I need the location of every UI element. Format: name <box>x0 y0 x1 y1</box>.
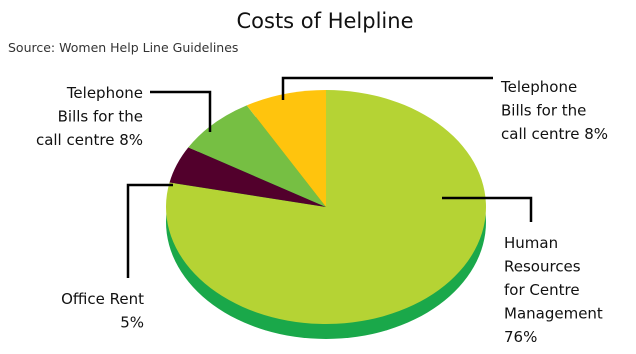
slice-label-line: Telephone <box>500 78 577 96</box>
slice-label-line: Management <box>504 305 603 323</box>
slice-label-1: Office Rent 5% <box>61 290 144 332</box>
slice-label-line: for Centre <box>504 281 580 299</box>
slice-label-line: Human <box>504 234 558 252</box>
slice-label-3: Telephone Bills for the call centre 8% <box>500 78 608 143</box>
slice-label-0: Human Resources for Centre Management 76% <box>504 234 603 346</box>
slice-label-line: 5% <box>120 314 144 332</box>
leader-line-3 <box>281 76 493 100</box>
slice-label-line: 76% <box>504 328 537 346</box>
pie-slices <box>165 90 486 324</box>
slice-label-line: call centre 8% <box>501 125 608 143</box>
chart-title: Costs of Helpline <box>237 9 414 33</box>
leader-line-0 <box>442 196 533 222</box>
leader-line-1 <box>126 183 173 278</box>
slice-label-line: Resources <box>504 258 581 276</box>
slice-label-2: Telephone Bills for the call centre 8% <box>36 84 143 149</box>
pie-slice-3 <box>246 90 326 207</box>
slice-labels: Human Resources for Centre Management 76% Off… <box>36 78 608 346</box>
leader-line-2 <box>150 90 212 132</box>
slice-label-line: call centre 8% <box>36 131 143 149</box>
chart-subtitle: Source: Women Help Line Guidelines <box>8 40 238 55</box>
slice-label-line: Office Rent <box>61 290 144 308</box>
slice-label-line: Telephone <box>66 84 143 102</box>
slice-label-line: Bills for the <box>58 108 143 126</box>
pie-slice-0 <box>165 90 486 324</box>
leader-lines <box>126 76 533 278</box>
pie-slice-2 <box>188 105 326 207</box>
slice-label-line: Bills for the <box>501 102 586 120</box>
pie-slice-1 <box>169 147 326 207</box>
